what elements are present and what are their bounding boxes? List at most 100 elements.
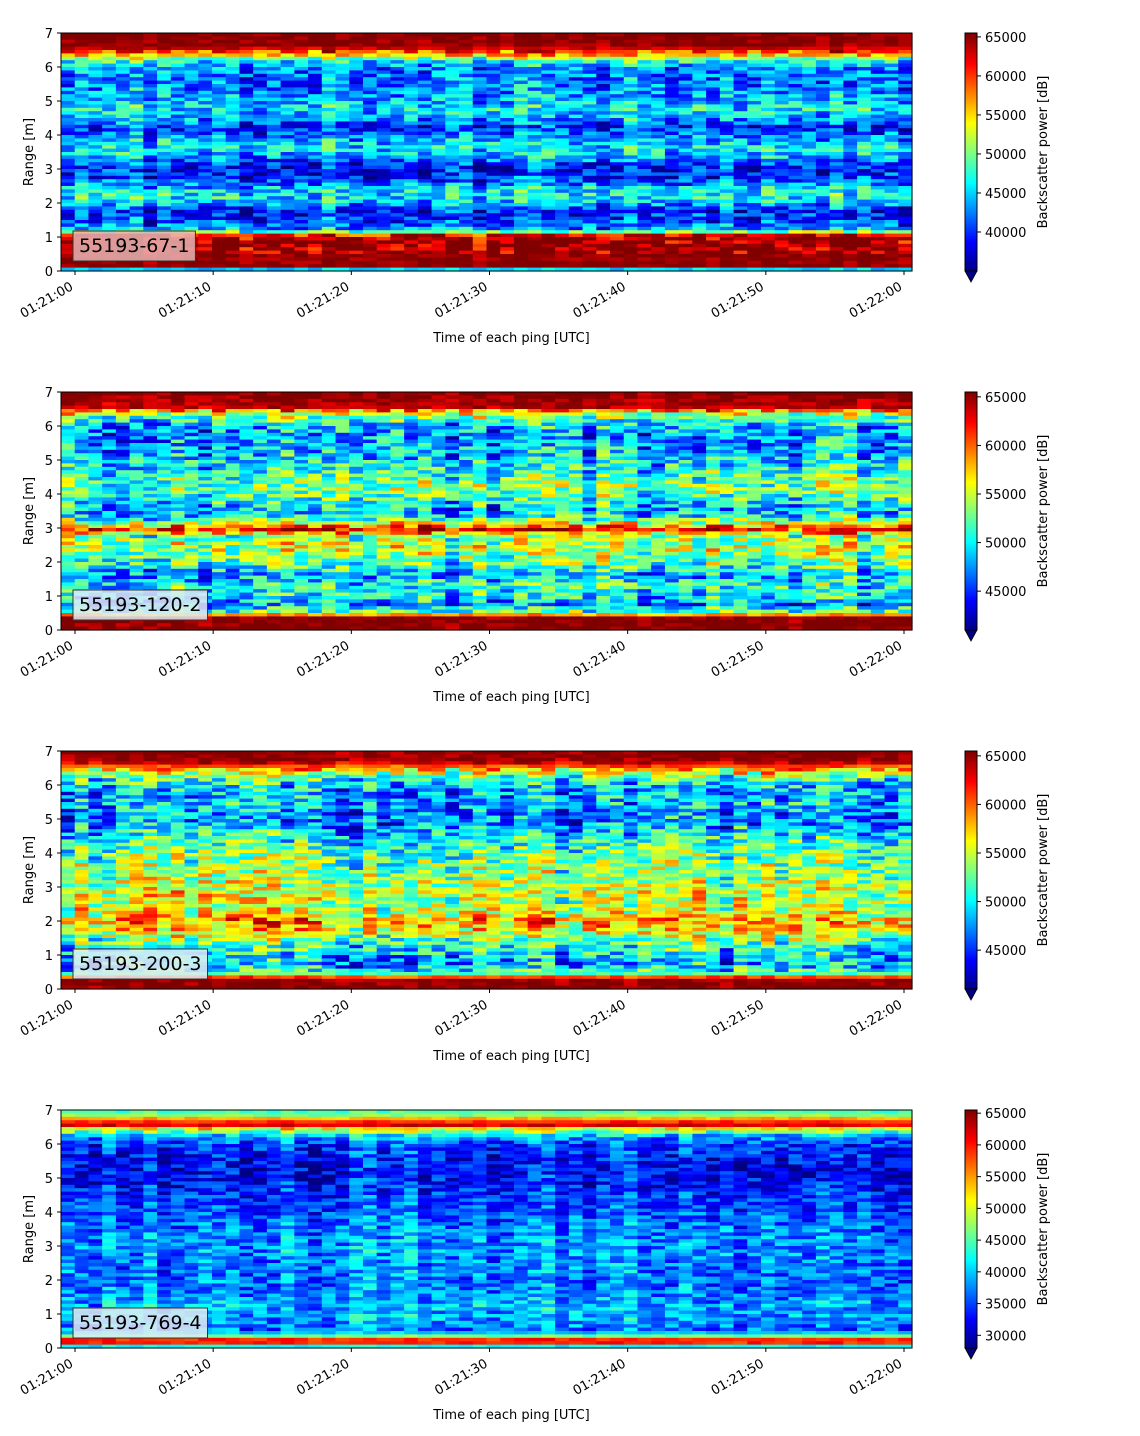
heatmap-cell <box>637 131 652 136</box>
heatmap-cell <box>170 77 186 82</box>
colorbar-segment <box>965 100 977 104</box>
heatmap-cell <box>102 94 117 99</box>
heatmap-cell <box>664 220 680 224</box>
heatmap-cell <box>623 233 639 238</box>
heatmap-cell <box>102 165 117 170</box>
heatmap-cell <box>404 67 419 71</box>
heatmap-cell <box>500 152 515 156</box>
heatmap-cell <box>321 264 337 269</box>
heatmap-cell <box>843 138 858 143</box>
heatmap-cell <box>610 124 625 129</box>
heatmap-cell <box>651 43 666 48</box>
heatmap-cell <box>472 67 488 71</box>
heatmap-cell <box>706 131 721 136</box>
heatmap-cell <box>719 182 735 187</box>
heatmap-cell <box>280 267 295 272</box>
heatmap-cell <box>321 138 337 143</box>
colorbar-segment <box>965 163 977 167</box>
heatmap-cell <box>294 226 309 231</box>
y-tick-label: 7 <box>45 27 53 42</box>
heatmap-cell <box>390 77 405 82</box>
heatmap-cell <box>664 192 680 197</box>
heatmap-cell <box>376 240 392 245</box>
colorbar-segment <box>965 205 977 209</box>
heatmap-cell <box>857 107 872 112</box>
heatmap-cell <box>349 254 364 258</box>
heatmap-cell <box>61 230 76 235</box>
heatmap-cell <box>390 199 405 204</box>
heatmap-cell <box>459 155 474 160</box>
heatmap-cell <box>747 237 762 241</box>
heatmap-cell <box>239 260 254 265</box>
heatmap-cell <box>706 152 721 156</box>
heatmap-cell <box>157 169 172 173</box>
heatmap-cell <box>664 209 680 214</box>
heatmap-cell <box>788 189 803 194</box>
heatmap-cell <box>651 182 666 187</box>
heatmap-cell <box>390 169 405 173</box>
heatmap-cell <box>445 196 460 201</box>
heatmap-cell <box>664 39 680 44</box>
heatmap-cell <box>170 264 186 269</box>
heatmap-cell <box>170 97 186 102</box>
colorbar-segment <box>965 259 977 262</box>
heatmap-cell <box>115 111 131 116</box>
heatmap-cell <box>253 179 268 184</box>
heatmap-cell <box>541 172 556 177</box>
heatmap-cell <box>239 179 254 184</box>
heatmap-cell <box>651 203 666 207</box>
heatmap-cell <box>733 141 748 146</box>
heatmap-cell <box>157 206 172 211</box>
heatmap-cell <box>431 267 446 272</box>
heatmap-cell <box>596 50 611 54</box>
heatmap-cell <box>472 124 488 129</box>
heatmap-cell <box>513 138 529 143</box>
heatmap-cell <box>102 56 117 61</box>
heatmap-cell <box>637 145 652 150</box>
heatmap-cell <box>596 230 611 235</box>
heatmap-cell <box>582 101 597 105</box>
heatmap-cell <box>802 189 817 194</box>
heatmap-cell <box>761 145 776 150</box>
heatmap-cell <box>198 223 213 228</box>
heatmap-cell <box>870 179 886 184</box>
heatmap-cell <box>61 94 76 99</box>
heatmap-cell <box>349 46 364 51</box>
heatmap-cell <box>884 192 899 197</box>
heatmap-cell <box>102 209 117 214</box>
heatmap-cell <box>582 145 597 150</box>
heatmap-cell <box>870 97 886 102</box>
heatmap-cell <box>486 223 501 228</box>
heatmap-cell <box>898 63 913 68</box>
heatmap-cell <box>637 111 652 116</box>
heatmap-cell <box>664 162 680 167</box>
heatmap-cell <box>74 216 90 221</box>
heatmap-cell <box>472 206 488 211</box>
heatmap-cell <box>884 209 899 214</box>
heatmap-cell <box>500 33 515 37</box>
heatmap-cell <box>362 67 378 71</box>
heatmap-cell <box>747 94 762 99</box>
heatmap-cell <box>225 114 241 119</box>
heatmap-cell <box>527 243 543 248</box>
heatmap-cell <box>815 196 831 201</box>
heatmap-cell <box>884 97 899 102</box>
heatmap-cell <box>664 118 680 122</box>
heatmap-cell <box>678 213 693 218</box>
heatmap-cell <box>404 39 419 44</box>
heatmap-cell <box>774 158 790 163</box>
heatmap-cell <box>129 209 144 214</box>
heatmap-cell <box>184 80 199 85</box>
heatmap-cell <box>678 240 693 245</box>
heatmap-cell <box>774 250 790 255</box>
heatmap-cell <box>541 87 556 92</box>
heatmap-cell <box>623 67 639 71</box>
heatmap-cell <box>349 243 364 248</box>
heatmap-cell <box>555 220 570 224</box>
heatmap-cell <box>225 73 241 78</box>
heatmap-cell <box>706 67 721 71</box>
heatmap-cell <box>761 94 776 99</box>
heatmap-cell <box>692 203 707 207</box>
heatmap-cell <box>651 233 666 238</box>
heatmap-cell <box>555 46 570 51</box>
